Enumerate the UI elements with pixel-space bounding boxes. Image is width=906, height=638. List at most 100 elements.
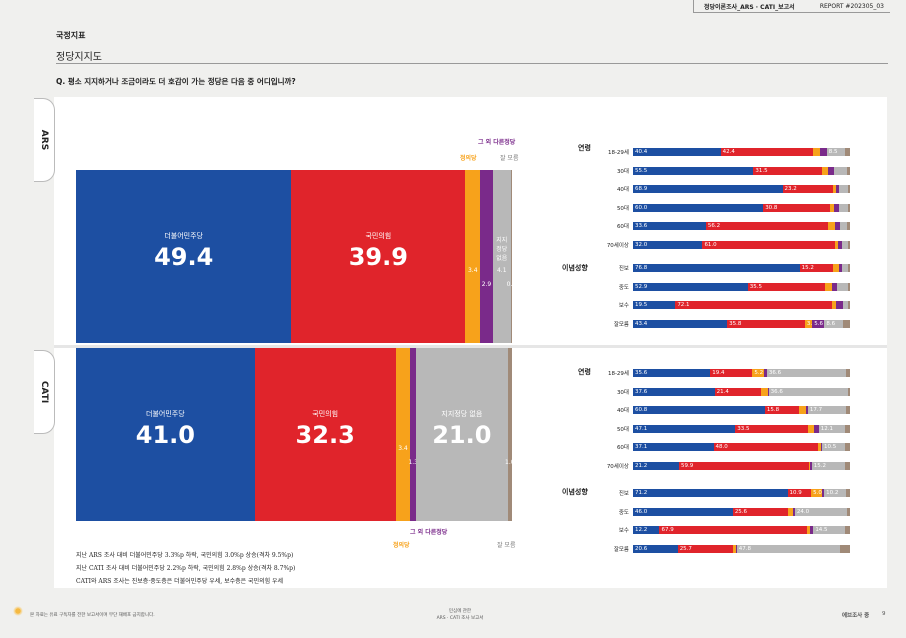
row-label: 진보 <box>618 266 629 272</box>
tab-ars[interactable]: ARS <box>34 98 55 182</box>
bar-seg-justice <box>788 507 793 516</box>
breakdown-bar: 35.6 19.4 5.2 36.6 <box>633 369 850 377</box>
bar-seg-dem <box>633 185 783 194</box>
bar-seg-justice <box>830 203 835 212</box>
row-label: 50대 <box>616 426 629 433</box>
bar-seg-ppp <box>720 148 813 156</box>
report-title: 정당이론조사_ARS · CATI_보고서 <box>704 3 795 11</box>
bar-value: 10.9 <box>789 490 802 496</box>
bar-value: 52.9 <box>635 283 648 290</box>
group-label-0: 연령 <box>578 144 591 152</box>
breakdown-bar: 33.6 56.2 <box>633 222 850 231</box>
bar-value: 5.6 <box>814 320 823 327</box>
bar-value: 59.9 <box>681 463 694 469</box>
bar-value: 56.2 <box>707 223 721 230</box>
ars-seg-other: 2.9 <box>480 170 493 343</box>
bar-seg-none <box>839 222 848 231</box>
cati-justice-value: 3.4 <box>398 444 408 452</box>
cati-ann-other: 그 외 다른정당 <box>410 529 448 536</box>
bar-seg-none <box>842 241 848 249</box>
bar-value: 42.4 <box>722 149 735 155</box>
tab-cati[interactable]: CATI <box>34 350 55 434</box>
bar-value: 32.0 <box>635 242 648 248</box>
breakdown-bar: 19.5 72.1 <box>633 301 850 310</box>
ars-none-value: 4.1 <box>496 266 507 274</box>
bar-seg-other <box>838 241 843 249</box>
bar-seg-justice <box>811 489 822 497</box>
cati-ann-justice: 정의당 <box>393 542 410 549</box>
bar-seg-dem <box>633 462 679 470</box>
bar-seg-dem <box>633 222 706 231</box>
bar-seg-other <box>836 185 840 194</box>
row-label: 50대 <box>616 205 629 212</box>
bar-seg-dk <box>845 424 850 433</box>
bar-value: 25.6 <box>734 508 748 515</box>
breakdown-bar: 37.6 21.4 36.6 <box>633 387 850 396</box>
bar-seg-dk <box>848 185 850 194</box>
bar-seg-none <box>833 166 847 175</box>
bar-seg-ppp <box>753 166 822 175</box>
bar-seg-none <box>824 489 847 497</box>
section-divider <box>54 345 887 348</box>
bar-value: 33.6 <box>635 223 648 230</box>
bar-seg-dem <box>633 301 676 310</box>
bar-seg-dem <box>633 203 764 212</box>
cati-dem-value: 41.0 <box>135 420 195 449</box>
bar-seg-ppp <box>764 406 800 415</box>
cati-dem-name: 더불어민주당 <box>146 409 185 418</box>
breakdown-bar: 68.9 23.2 <box>633 185 850 194</box>
bar-seg-none <box>839 203 848 212</box>
bar-seg-none <box>842 301 849 310</box>
bar-seg-dem <box>633 264 800 272</box>
bar-seg-dem <box>633 424 736 433</box>
cati-total-bar: 더불어민주당 41.0 국민의힘 32.3 3.4 1.3 지지정당 없음 21.0 1.0 <box>76 348 515 521</box>
report-number: REPORT #202305_03 <box>819 2 884 10</box>
row-label: 30대 <box>616 168 629 175</box>
bar-seg-other <box>820 443 822 452</box>
cati-seg-none: 지지정당 없음 21.0 <box>416 348 508 521</box>
bar-seg-dk <box>847 203 850 212</box>
bar-value: 71.2 <box>635 490 648 496</box>
bar-seg-ppp <box>727 319 805 328</box>
breakdown-bar: 43.4 35.8 3.4 5.6 8.6 <box>633 319 850 328</box>
bar-seg-ppp <box>782 185 833 194</box>
bar-seg-justice <box>761 387 768 396</box>
bar-value: 36.6 <box>768 370 782 376</box>
ars-ann-justice: 정의당 <box>460 155 477 162</box>
bar-value: 21.2 <box>635 463 648 469</box>
row-label: 18-29세 <box>607 371 629 377</box>
bar-value: 33.5 <box>737 425 750 432</box>
bar-seg-ppp <box>735 424 808 433</box>
row-label: 보수 <box>618 528 629 535</box>
bar-seg-other <box>836 301 843 310</box>
bar-value: 15.2 <box>801 265 814 271</box>
bar-seg-none <box>794 507 847 516</box>
row-label: 진보 <box>618 491 629 497</box>
bar-seg-dk <box>847 264 850 272</box>
bar-value: 19.5 <box>635 302 648 309</box>
bar-seg-ppp <box>732 507 789 516</box>
cati-ann-dk: 잘 모름 <box>497 542 516 549</box>
bar-seg-other <box>822 489 825 497</box>
bar-seg-other <box>805 406 808 415</box>
bar-seg-other <box>792 507 795 516</box>
bar-seg-dk <box>844 443 850 452</box>
row-label: 60대 <box>616 224 629 231</box>
bar-value: 14.5 <box>815 527 828 534</box>
bar-value: 36.6 <box>770 388 783 395</box>
breakdown-bar: 60.8 15.8 17.7 <box>633 406 850 415</box>
bar-value: 8.6 <box>826 320 836 327</box>
bar-seg-ppp <box>710 369 753 377</box>
ars-dem-value: 49.4 <box>154 242 214 271</box>
tab-ars-label: ARS <box>39 129 49 151</box>
bar-seg-none <box>824 319 844 328</box>
breakdown-bar: 71.2 10.9 5.0 10.2 <box>633 489 850 497</box>
bar-seg-ppp <box>677 544 734 553</box>
ars-other-value: 2.9 <box>481 280 492 288</box>
bar-seg-dem <box>633 526 660 535</box>
bar-seg-ppp <box>787 489 812 497</box>
bar-seg-ppp <box>799 264 833 272</box>
row-label: 40대 <box>616 187 629 194</box>
bar-seg-dem <box>633 387 715 396</box>
ars-justice-value: 3.4 <box>467 266 478 274</box>
